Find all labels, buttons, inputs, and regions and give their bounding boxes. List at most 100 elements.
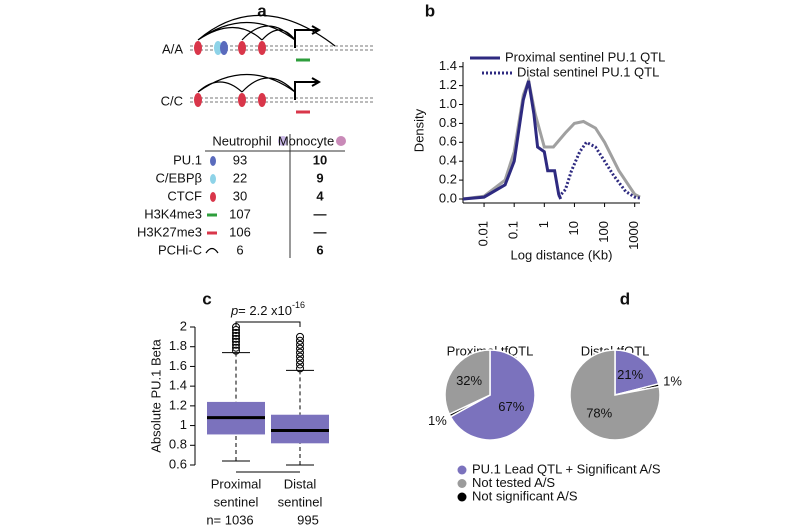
y-tick-label: 0.0 — [439, 190, 457, 205]
y-tick-label: 1.2 — [169, 397, 187, 412]
legend-icon — [210, 156, 216, 166]
x-tick-label: 0.01 — [475, 221, 490, 246]
x-tick-label: sentinel — [278, 494, 323, 509]
legend-label: Proximal sentinel PU.1 QTL — [505, 49, 665, 64]
outlier — [232, 343, 240, 352]
n-label: 995 — [297, 512, 319, 527]
ctcf — [238, 41, 246, 55]
y-tick-label: 1.6 — [169, 358, 187, 373]
legend-icon — [210, 192, 216, 202]
cell-icon — [336, 136, 346, 146]
cell: 10 — [313, 152, 327, 167]
legend-label: Not significant A/S — [472, 488, 578, 503]
ctcf — [258, 93, 266, 107]
legend-label: Distal sentinel PU.1 QTL — [517, 64, 659, 79]
pie-slice — [444, 349, 491, 416]
cell: 22 — [233, 170, 247, 185]
outlier — [232, 334, 240, 343]
y-axis-label: Absolute PU.1 Beta — [148, 339, 163, 453]
y-tick-label: 1.4 — [439, 58, 457, 73]
cell: 107 — [229, 206, 251, 221]
pie-label: 1% — [663, 374, 682, 389]
genotype: C/C — [161, 93, 183, 108]
legend-label: PU.1 Lead QTL + Significant A/S — [472, 461, 661, 476]
ctcf — [238, 93, 246, 107]
y-tick-label: 0.8 — [169, 437, 187, 452]
pie-slice — [569, 349, 661, 441]
legend-swatch — [457, 465, 467, 475]
cell: 4 — [316, 188, 324, 203]
line — [462, 80, 563, 201]
x-tick-label: 1 — [536, 221, 551, 228]
ctcf — [194, 41, 202, 55]
tss-arrow — [311, 25, 322, 35]
y-tick-label: 0.8 — [439, 115, 457, 130]
outlier — [296, 352, 304, 361]
row-label: PU.1 — [173, 152, 202, 167]
y-tick-label: 1 — [180, 417, 187, 432]
p-text: = 2.2 x10 — [238, 303, 292, 318]
x-tick-label: 1000 — [626, 221, 641, 250]
pie-label: 78% — [586, 406, 612, 421]
outlier — [296, 364, 304, 373]
loop — [197, 74, 296, 93]
x-tick-label: sentinel — [214, 494, 259, 509]
p-italic: p — [230, 303, 238, 318]
tss-arrow — [294, 81, 318, 100]
cell: 6 — [316, 242, 323, 257]
outlier — [232, 337, 240, 346]
cell: — — [314, 224, 327, 239]
outlier — [296, 344, 304, 353]
pie-label: 21% — [617, 367, 643, 382]
outlier — [296, 336, 304, 345]
line — [462, 75, 641, 201]
y-tick-label: 0.6 — [169, 456, 187, 471]
y-tick-label: 0.2 — [439, 172, 457, 187]
legend-swatch — [457, 479, 467, 488]
cebp — [214, 41, 222, 55]
table-header: Neutrophil — [212, 133, 271, 148]
outlier — [296, 356, 304, 365]
tss-arrow — [311, 77, 322, 87]
p-value: p= 2.2 x10-16 — [230, 300, 305, 318]
cell: 93 — [233, 152, 247, 167]
cell: 9 — [316, 170, 323, 185]
panel-label: c — [202, 289, 211, 308]
p-exponent: -16 — [292, 300, 305, 310]
loop — [197, 14, 336, 47]
line — [557, 140, 641, 200]
y-tick-label: 0.4 — [439, 153, 457, 168]
y-tick-label: 1.8 — [169, 338, 187, 353]
pie-label: 67% — [498, 399, 524, 414]
outlier — [232, 346, 240, 355]
cell: 6 — [236, 242, 243, 257]
cell: 30 — [233, 188, 247, 203]
pie-label: 32% — [456, 373, 482, 388]
outlier — [296, 360, 304, 369]
outlier — [296, 348, 304, 357]
outlier — [232, 331, 240, 340]
row-label: PCHi-C — [158, 242, 202, 257]
y-tick-label: 2 — [180, 318, 187, 333]
ctcf — [194, 93, 202, 107]
y-tick-label: 1.2 — [439, 77, 457, 92]
legend-swatch — [457, 492, 467, 502]
cell-icon — [278, 136, 288, 146]
panel-label: d — [620, 289, 630, 308]
legend-icon — [205, 247, 219, 254]
y-tick-label: 0.6 — [439, 134, 457, 149]
pie-label: 1% — [428, 413, 447, 428]
genotype: A/A — [162, 41, 183, 56]
cell: — — [314, 206, 327, 221]
x-tick-label: Distal — [284, 476, 317, 491]
x-tick-label: 10 — [566, 221, 581, 235]
outlier — [232, 328, 240, 337]
pie-slice — [614, 349, 660, 396]
cell: 106 — [229, 224, 251, 239]
x-axis-label: Log distance (Kb) — [511, 247, 613, 262]
x-tick-label: 100 — [596, 221, 611, 243]
pie-slice — [449, 349, 536, 441]
x-tick-label: 0.1 — [506, 221, 521, 239]
outlier — [296, 340, 304, 349]
